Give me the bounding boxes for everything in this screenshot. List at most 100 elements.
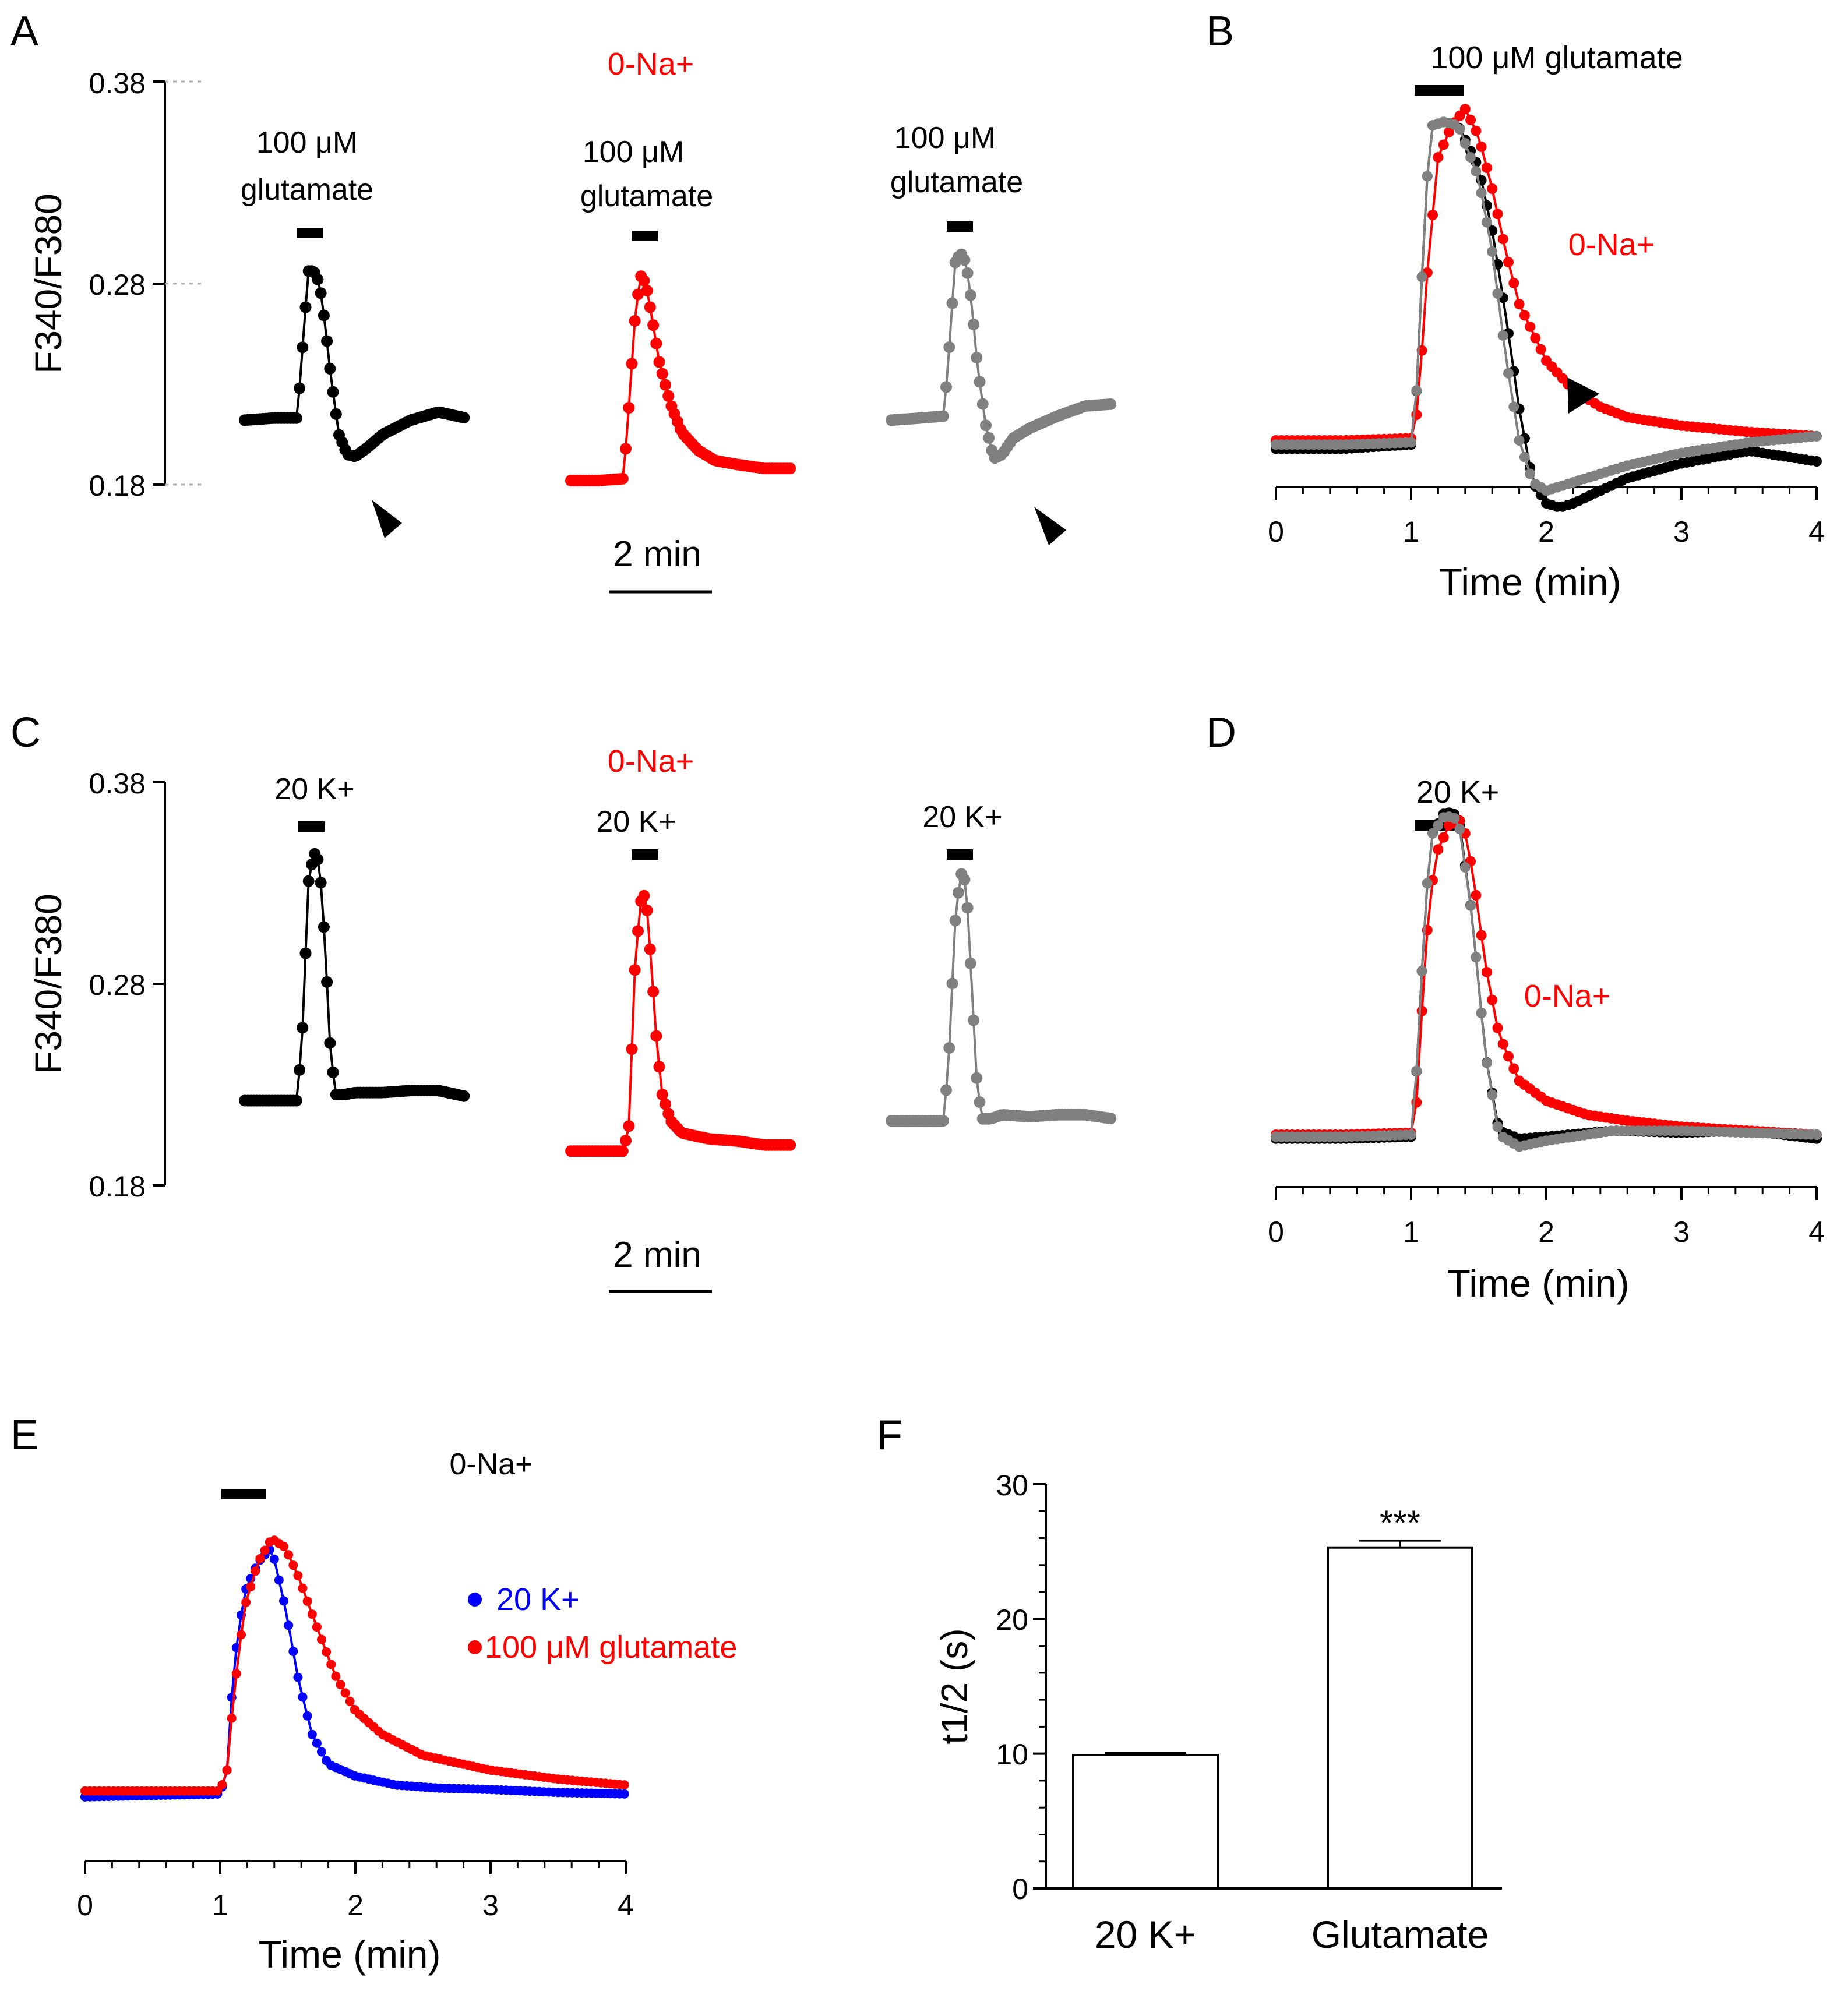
panel-e-series-1-point [241, 1597, 251, 1607]
panel-b-series-2-point [1519, 451, 1530, 462]
panel-b-xtick-4: 4 [1808, 516, 1825, 548]
panel-d-series-2-point [1487, 1089, 1498, 1100]
panel-e-xtick-0: 0 [77, 1889, 93, 1922]
panel-a-ytick-0.38: 0.38 [89, 67, 146, 100]
panel-c-trace-2-point [958, 874, 971, 886]
panel-a-trace-1-point [632, 288, 644, 301]
panel-c-trace-1-point [660, 1098, 671, 1110]
panel-a-trace-1-point [641, 285, 653, 296]
panel-d-x-ticks [1275, 1187, 1818, 1200]
panel-b-series-1-point [1444, 126, 1454, 137]
panel-c-stim-label-3: 20 K+ [922, 800, 1002, 834]
panel-e-series-0-point [307, 1729, 317, 1739]
panel-d-series-2-point [1416, 966, 1427, 977]
panel-a-trace-2-point [1105, 398, 1117, 410]
panel-c-trace-1-point [644, 943, 656, 955]
panel-c-scalebar-label: 2 min [613, 1235, 701, 1275]
panel-c-trace-1-point [632, 925, 644, 937]
panel-d-xlabel: Time (min) [1447, 1262, 1630, 1305]
panel-b-series-2-point [1481, 217, 1492, 228]
panel-d-overlay-traces [1271, 807, 1822, 1152]
panel-b-series-2-point [1406, 437, 1416, 448]
panel-a-trace-0na [565, 270, 796, 487]
panel-a-trace-1-point [629, 315, 641, 327]
panel-a-trace-2-point [964, 289, 976, 301]
panel-b-series-2-point [1525, 468, 1536, 479]
panel-a-trace-2-point [958, 254, 971, 266]
panel-c-ytick-0.38: 0.38 [89, 767, 146, 800]
panel-f-bar-1 [1327, 1546, 1473, 1890]
panel-b-series-1-point [1476, 142, 1487, 152]
panel-e-series-1-point [284, 1550, 294, 1560]
panel-e-legend-k: 20 K+ [496, 1582, 580, 1617]
panel-e-xtick-1: 1 [212, 1889, 228, 1922]
panel-a-trace-0-point [312, 273, 324, 285]
panel-d-series-2-point [1449, 813, 1460, 824]
panel-label-F: F [877, 1412, 902, 1459]
panel-a-trace-1-point [644, 301, 656, 313]
panel-c-trace-0-point [290, 1094, 302, 1107]
panel-b-series-1-point [1487, 183, 1498, 194]
panel-e-series-1-point [227, 1713, 237, 1723]
panel-c-trace-1-point [620, 1135, 632, 1147]
panel-a-stim-label-2-line2: glutamate [580, 179, 713, 213]
panel-d-series-2-point [1454, 824, 1465, 835]
panel-d-series-2-point [1476, 1008, 1487, 1019]
panel-b-series-2-point [1497, 330, 1508, 341]
panel-a-trace-2-point [937, 410, 949, 422]
panel-e-series-1-point [307, 1609, 317, 1619]
panel-b-series-1-point [1497, 234, 1508, 245]
panel-d-series-2-point [1465, 900, 1476, 911]
panel-a-condition-label: 0-Na+ [608, 47, 694, 82]
panel-a-trace-1-point [638, 274, 650, 287]
panel-c-trace-1-point [629, 964, 641, 976]
panel-a-trace-0-point [299, 301, 312, 313]
panel-c-y-axis [153, 781, 166, 1187]
panel-label-E: E [10, 1412, 38, 1459]
panel-a-arrowhead-2 [1034, 507, 1066, 545]
panel-c-trace-1-point [656, 1089, 668, 1101]
panel-a-trace-1-point [656, 368, 668, 380]
panel-c-trace-wash [886, 868, 1117, 1127]
panel-e-series-1-point [322, 1647, 332, 1657]
panel-b-xtick-0: 0 [1268, 516, 1284, 548]
panel-c-trace-1-point [784, 1139, 796, 1151]
panel-c-condition-label: 0-Na+ [608, 744, 694, 779]
panel-label-B: B [1206, 8, 1234, 55]
panel-a-y-axis [153, 80, 204, 486]
panel-e-series-1-point [326, 1660, 336, 1669]
panel-c-trace-0-point [318, 921, 330, 933]
panel-b-series-1-point [1465, 114, 1476, 125]
panel-c-trace-0-point [302, 875, 315, 887]
panel-b-series-2-point [1471, 166, 1482, 176]
panel-c-trace-0-point [321, 976, 333, 988]
panel-a-stim-bar-1 [297, 228, 323, 238]
panel-d: 0 1 2 3 4 Time (min) 20 K+ 0-Na+ [1268, 775, 1825, 1305]
panel-b-series-2-point [1503, 368, 1514, 379]
panel-d-series-2-point [1811, 1129, 1822, 1140]
panel-d-series-1-point [1481, 966, 1492, 977]
panel-a-trace-0-point [315, 287, 327, 299]
panel-d-series-2-point [1427, 828, 1438, 839]
panel-d-series-1-point [1433, 844, 1444, 855]
panel-f: 0 10 20 30 t1/2 (s) 20 K+ Glutamate *** [933, 1469, 1502, 1956]
panel-a-trace-2-point [961, 267, 974, 279]
panel-c-trace-0-point [315, 877, 327, 889]
panel-e-series-0-point [298, 1692, 308, 1702]
panel-d-series-1-point [1503, 1051, 1514, 1062]
panel-d-series-1-point [1487, 994, 1498, 1005]
panel-d-stim-label: 20 K+ [1416, 775, 1500, 810]
panel-c-trace-2-point [937, 1115, 949, 1127]
panel-e-legend-marker-glu [468, 1640, 482, 1654]
panel-c-trace-1-point [650, 1030, 662, 1042]
panel-d-series-1-point [1508, 1063, 1519, 1074]
panel-a-stim-bar-3 [947, 221, 973, 232]
panel-e-series-1-point [246, 1582, 256, 1592]
panel-c-stim-bar-2 [632, 849, 658, 860]
panel-a-trace-1-point [784, 462, 796, 475]
panel-d-series-1-point [1476, 930, 1487, 941]
panel-label-C: C [10, 709, 41, 756]
panel-d-series-2-point [1492, 1121, 1503, 1132]
panel-c-trace-0-point [297, 1022, 309, 1034]
